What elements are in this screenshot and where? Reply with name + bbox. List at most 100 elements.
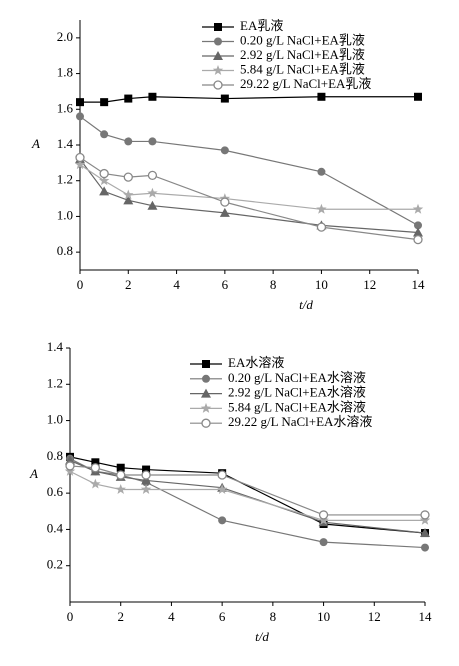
marker	[100, 98, 109, 107]
y-tick-label: 1.4	[47, 339, 64, 354]
marker	[124, 137, 133, 146]
marker	[220, 197, 230, 207]
marker	[216, 484, 228, 494]
marker	[200, 402, 212, 413]
x-tick-label: 2	[117, 609, 124, 624]
legend-label: 2.92 g/L NaCl+EA乳液	[240, 47, 365, 62]
marker	[123, 195, 134, 205]
marker	[65, 461, 75, 471]
marker	[147, 170, 158, 181]
legend-label: EA乳液	[240, 18, 283, 33]
marker	[220, 94, 229, 103]
y-tick-label: 1.6	[57, 100, 74, 115]
marker	[100, 130, 109, 139]
marker	[213, 80, 223, 90]
legend-label: 0.20 g/L NaCl+EA乳液	[240, 32, 365, 47]
x-axis-label: t/d	[255, 629, 269, 644]
marker	[317, 167, 326, 176]
series-line	[79, 158, 419, 234]
y-tick-label: 1.8	[57, 65, 73, 80]
y-tick-label: 1.2	[57, 172, 73, 187]
marker	[220, 146, 229, 155]
marker	[123, 189, 134, 200]
marker	[412, 203, 424, 214]
x-tick-label: 4	[168, 609, 175, 624]
marker	[147, 200, 158, 210]
marker	[90, 478, 101, 489]
marker	[213, 51, 223, 60]
y-tick-label: 0.2	[47, 557, 63, 572]
marker	[140, 484, 152, 494]
marker	[99, 168, 109, 179]
marker	[64, 465, 76, 476]
y-tick-label: 1.2	[47, 375, 63, 390]
marker	[420, 528, 430, 538]
legend-label: 0.20 g/L NaCl+EA水溶液	[228, 370, 366, 385]
marker	[124, 94, 133, 103]
x-tick-label: 6	[219, 609, 226, 624]
marker	[147, 187, 158, 198]
marker	[90, 463, 101, 473]
marker	[413, 234, 423, 245]
marker	[319, 538, 328, 547]
marker	[318, 514, 329, 525]
legend-label: 29.22 g/L NaCl+EA水溶液	[228, 414, 372, 429]
legend-label: 2.92 g/L NaCl+EA水溶液	[228, 385, 366, 400]
legend-label: 5.84 g/L NaCl+EA乳液	[240, 61, 365, 76]
marker	[214, 23, 222, 31]
y-tick-label: 0.6	[47, 484, 64, 499]
marker	[414, 92, 422, 101]
marker	[141, 475, 152, 485]
marker	[148, 137, 157, 146]
marker	[116, 470, 126, 480]
legend-label: EA水溶液	[228, 355, 284, 370]
marker	[202, 360, 210, 368]
y-tick-label: 0.8	[47, 448, 63, 463]
marker	[317, 92, 326, 101]
legend-label: 5.84 g/L NaCl+EA水溶液	[228, 399, 366, 414]
x-tick-label: 2	[125, 277, 132, 292]
marker	[218, 516, 227, 525]
y-tick-label: 1.4	[57, 136, 74, 151]
marker	[421, 543, 429, 552]
marker	[91, 458, 100, 467]
marker	[74, 159, 86, 170]
legend-label: 29.22 g/L NaCl+EA乳液	[240, 76, 371, 91]
y-axis-label: A	[29, 466, 38, 481]
y-tick-label: 1.0	[57, 207, 73, 222]
marker	[76, 112, 84, 121]
marker	[219, 207, 230, 217]
marker	[217, 470, 227, 480]
marker	[414, 221, 422, 230]
marker	[419, 514, 431, 525]
marker	[202, 374, 210, 383]
marker	[148, 92, 157, 101]
x-tick-label: 0	[67, 609, 74, 624]
marker	[142, 465, 151, 474]
marker	[116, 463, 125, 472]
x-tick-label: 12	[363, 277, 376, 292]
x-axis-label: t/d	[299, 297, 313, 312]
y-tick-label: 2.0	[57, 29, 73, 44]
x-tick-label: 14	[412, 277, 426, 292]
x-tick-label: 12	[368, 609, 381, 624]
x-tick-label: 14	[419, 609, 433, 624]
marker	[316, 222, 327, 232]
y-axis-label: A	[31, 136, 40, 151]
marker	[201, 418, 211, 428]
marker	[316, 203, 327, 214]
x-tick-label: 4	[173, 277, 180, 292]
marker	[76, 98, 84, 107]
marker	[318, 510, 329, 520]
x-tick-label: 8	[270, 609, 277, 624]
marker	[413, 227, 423, 237]
y-tick-label: 0.4	[47, 520, 64, 535]
marker	[214, 37, 222, 46]
marker	[98, 175, 110, 186]
marker	[115, 484, 126, 494]
marker	[201, 388, 211, 398]
x-tick-label: 10	[317, 609, 330, 624]
x-tick-label: 6	[222, 277, 229, 292]
marker	[99, 186, 110, 196]
